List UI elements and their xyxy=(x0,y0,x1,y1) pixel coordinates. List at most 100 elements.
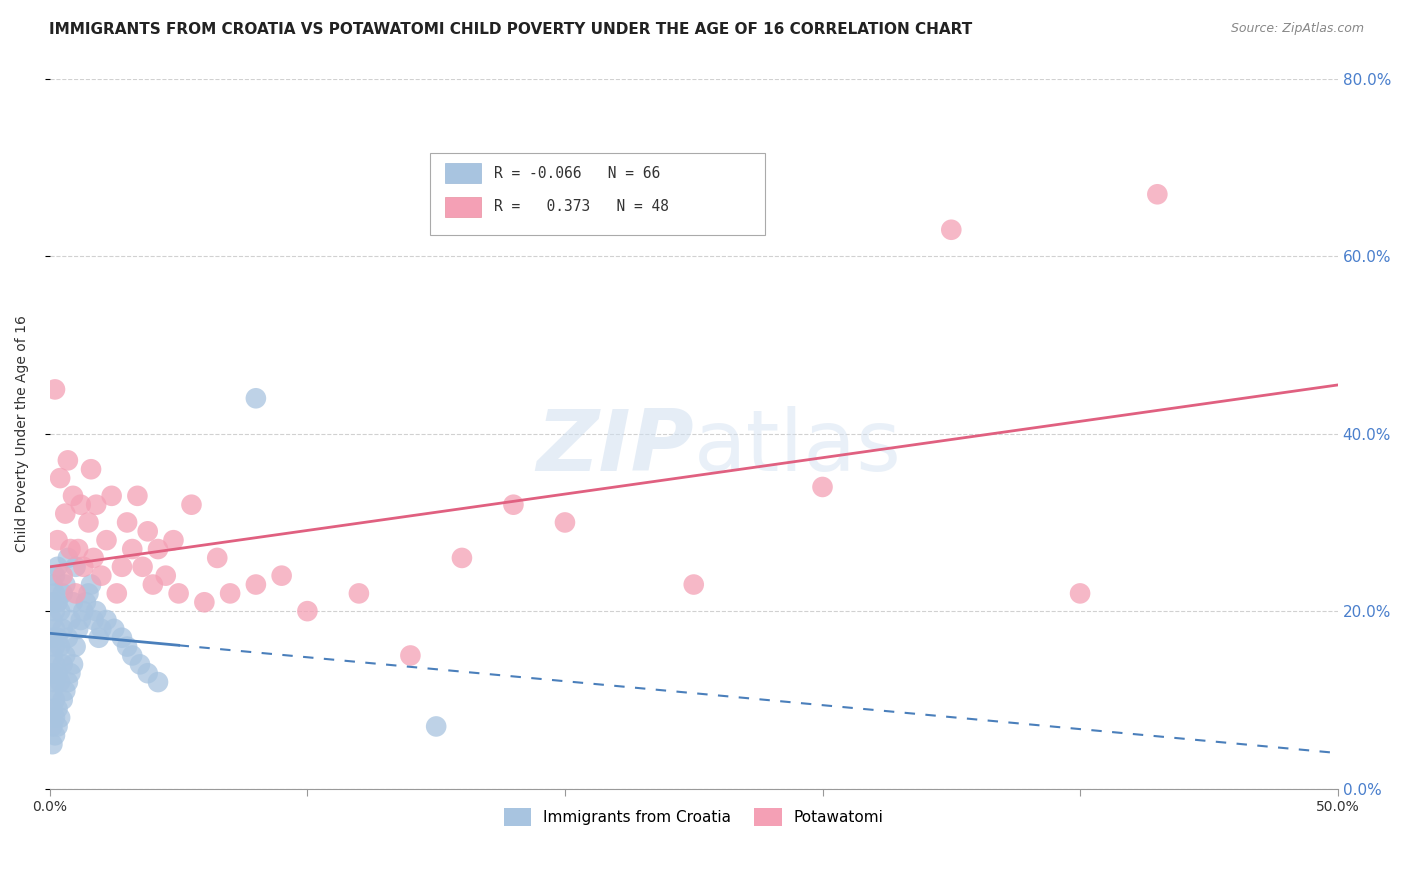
Point xyxy=(80,577,103,591)
Bar xyxy=(446,197,481,217)
Point xyxy=(347,586,370,600)
Point xyxy=(56,550,79,565)
Point xyxy=(155,568,177,582)
Point xyxy=(67,542,90,557)
Point xyxy=(44,383,66,397)
Point xyxy=(554,516,576,530)
Legend: Immigrants from Croatia, Potawatomi: Immigrants from Croatia, Potawatomi xyxy=(496,800,891,834)
Point xyxy=(451,550,474,565)
Point xyxy=(41,648,63,663)
Point xyxy=(1146,187,1168,202)
Point xyxy=(105,586,128,600)
Point xyxy=(46,719,69,733)
Point xyxy=(46,595,69,609)
Point xyxy=(502,498,524,512)
Point xyxy=(72,604,94,618)
Point xyxy=(83,613,105,627)
Point xyxy=(127,489,149,503)
Point xyxy=(136,666,159,681)
Point xyxy=(53,577,76,591)
Point xyxy=(219,586,242,600)
Point xyxy=(167,586,190,600)
Point xyxy=(41,577,63,591)
Text: R = -0.066   N = 66: R = -0.066 N = 66 xyxy=(494,166,661,181)
Point xyxy=(41,666,63,681)
Point xyxy=(56,631,79,645)
Text: atlas: atlas xyxy=(693,407,901,490)
Point xyxy=(62,595,84,609)
Point xyxy=(115,640,138,654)
Point xyxy=(52,568,75,582)
Point xyxy=(100,489,122,503)
Point xyxy=(49,710,72,724)
Point xyxy=(83,550,105,565)
Point xyxy=(811,480,834,494)
Point xyxy=(115,516,138,530)
Point xyxy=(77,586,100,600)
Point xyxy=(49,604,72,618)
Point xyxy=(941,223,963,237)
Point xyxy=(52,657,75,672)
Point xyxy=(49,675,72,690)
Point xyxy=(53,648,76,663)
Point xyxy=(56,675,79,690)
Point xyxy=(46,631,69,645)
Point xyxy=(67,622,90,636)
Text: ZIP: ZIP xyxy=(536,407,693,490)
Point xyxy=(53,507,76,521)
Point xyxy=(52,622,75,636)
Point xyxy=(65,586,87,600)
Point xyxy=(46,702,69,716)
Point xyxy=(75,595,97,609)
Text: IMMIGRANTS FROM CROATIA VS POTAWATOMI CHILD POVERTY UNDER THE AGE OF 16 CORRELAT: IMMIGRANTS FROM CROATIA VS POTAWATOMI CH… xyxy=(49,22,973,37)
Point xyxy=(180,498,202,512)
Point xyxy=(44,710,66,724)
Text: R =   0.373   N = 48: R = 0.373 N = 48 xyxy=(494,199,669,214)
Point xyxy=(682,577,704,591)
Point xyxy=(49,640,72,654)
Point xyxy=(53,684,76,698)
Y-axis label: Child Poverty Under the Age of 16: Child Poverty Under the Age of 16 xyxy=(15,315,30,552)
Text: Source: ZipAtlas.com: Source: ZipAtlas.com xyxy=(1230,22,1364,36)
Point xyxy=(52,693,75,707)
Point xyxy=(65,559,87,574)
Point xyxy=(270,568,292,582)
Bar xyxy=(446,163,481,183)
Point xyxy=(80,462,103,476)
Point xyxy=(41,719,63,733)
Point xyxy=(90,622,112,636)
Point xyxy=(90,568,112,582)
Point xyxy=(41,631,63,645)
Point xyxy=(46,666,69,681)
Point xyxy=(44,675,66,690)
Point xyxy=(44,728,66,742)
FancyBboxPatch shape xyxy=(430,153,765,235)
Point xyxy=(44,640,66,654)
Point xyxy=(41,595,63,609)
Point xyxy=(44,604,66,618)
Point xyxy=(84,498,107,512)
Point xyxy=(52,586,75,600)
Point xyxy=(59,542,82,557)
Point xyxy=(44,568,66,582)
Point xyxy=(41,702,63,716)
Point xyxy=(62,489,84,503)
Point xyxy=(69,498,91,512)
Point xyxy=(59,666,82,681)
Point xyxy=(41,684,63,698)
Point xyxy=(41,613,63,627)
Point xyxy=(96,613,118,627)
Point xyxy=(297,604,319,618)
Point xyxy=(44,693,66,707)
Point xyxy=(72,559,94,574)
Point xyxy=(44,622,66,636)
Point xyxy=(399,648,422,663)
Point xyxy=(49,471,72,485)
Point xyxy=(111,559,134,574)
Point xyxy=(56,453,79,467)
Point xyxy=(131,559,153,574)
Point xyxy=(96,533,118,548)
Point xyxy=(65,640,87,654)
Point xyxy=(44,657,66,672)
Point xyxy=(146,675,169,690)
